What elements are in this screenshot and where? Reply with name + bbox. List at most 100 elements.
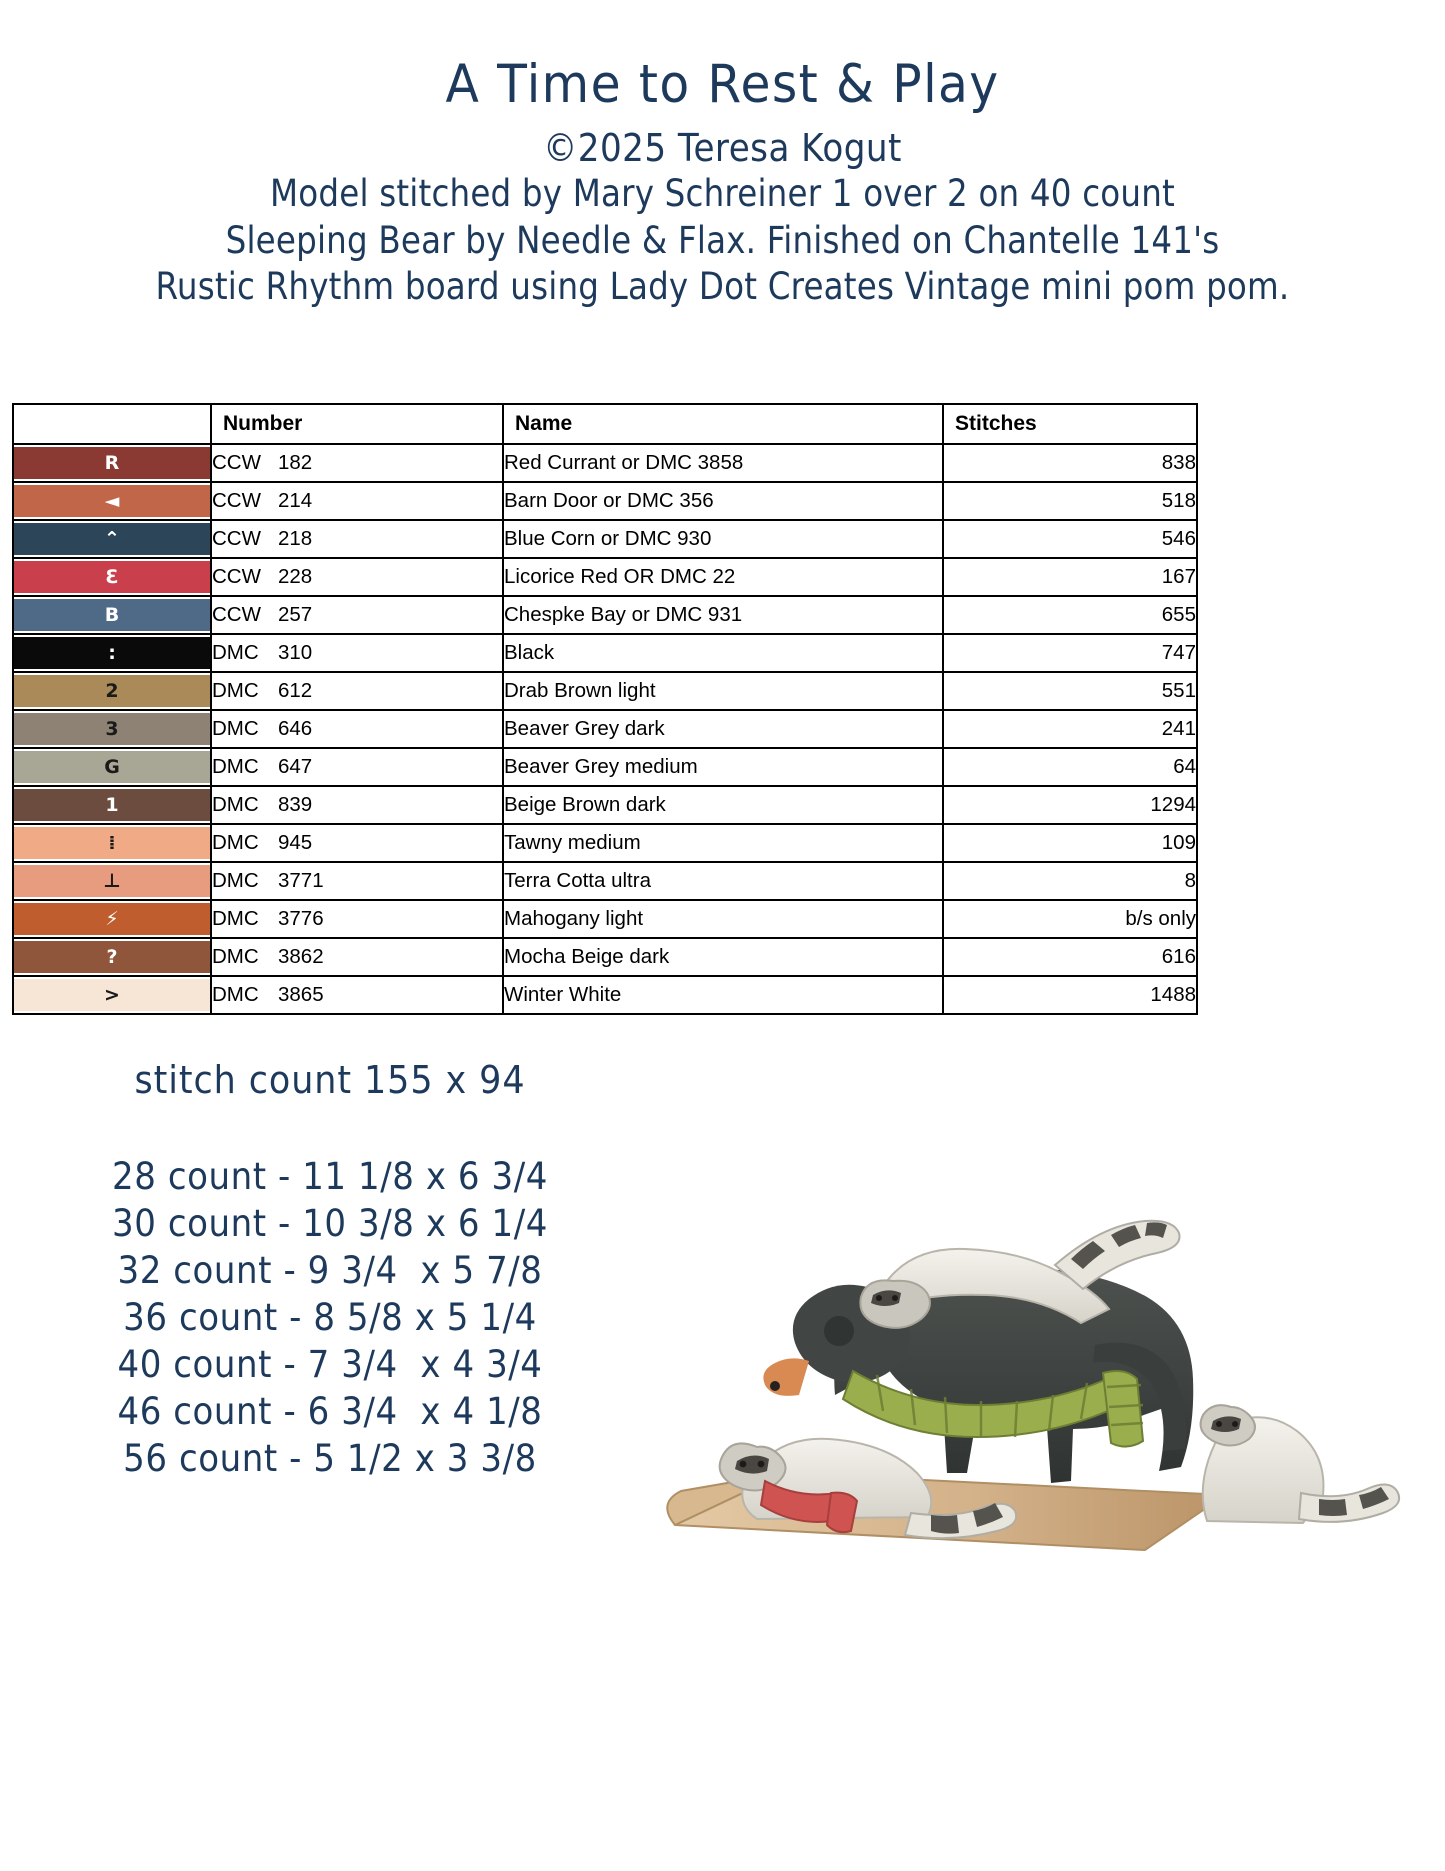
floss-color-swatch-cell: B <box>12 595 212 635</box>
floss-stitches-cell: 1488 <box>942 975 1198 1015</box>
letter-r-symbol: R <box>14 447 210 479</box>
table-row: ? DMC 3862 Mocha Beige dark 616 <box>12 937 1198 977</box>
floss-stitches-cell: 64 <box>942 747 1198 787</box>
floss-name-cell: Blue Corn or DMC 930 <box>502 519 944 559</box>
floss-stitches-cell: b/s only <box>942 899 1198 939</box>
column-header-stitches-label: Stitches <box>955 412 1037 435</box>
floss-color-swatch-cell: 3 <box>12 709 212 749</box>
floss-code: 310 <box>278 641 313 664</box>
floss-code: 257 <box>278 603 313 626</box>
floss-code: 647 <box>278 755 313 778</box>
floss-color-swatch-cell: Ɛ <box>12 557 212 597</box>
fabric-count-line: 46 count - 6 3/4 x 4 1/8 <box>117 1389 543 1433</box>
model-info-line-1: Model stitched by Mary Schreiner 1 over … <box>270 172 1175 216</box>
column-header-symbol <box>12 403 212 445</box>
floss-number-cell: CCW 218 <box>210 519 504 559</box>
floss-legend-table-wrapper: Number Name Stitches R CCW 182 Red Currant … <box>12 403 1198 1015</box>
raccoon-on-bear <box>859 1219 1181 1329</box>
digit-one-symbol: 1 <box>14 789 210 821</box>
floss-color-swatch-cell: ⚡ <box>12 899 212 939</box>
fabric-count-line: 32 count - 9 3/4 x 5 7/8 <box>117 1248 543 1292</box>
table-row: B CCW 257 Chespke Bay or DMC 931 655 <box>12 595 1198 635</box>
greater-than-symbol: > <box>14 979 210 1011</box>
table-row: Ɛ CCW 228 Licorice Red OR DMC 22 167 <box>12 557 1198 597</box>
page-title: A Time to Rest & Play <box>445 54 1000 115</box>
floss-brand: DMC <box>212 717 259 740</box>
floss-stitches-cell: 1294 <box>942 785 1198 825</box>
floss-color-swatch-cell: ⊥ <box>12 861 212 901</box>
copyright-line: ©2025 Teresa Kogut <box>543 126 902 170</box>
left-arrowhead-symbol: ◄ <box>14 485 210 517</box>
floss-number-cell: DMC 945 <box>210 823 504 863</box>
fabric-count-line: 36 count - 8 5/8 x 5 1/4 <box>123 1295 537 1339</box>
tri-spoke-symbol: ⊥ <box>14 865 210 897</box>
floss-table-body: R CCW 182 Red Currant or DMC 3858 838 ◄ CCW 214… <box>12 443 1198 1015</box>
floss-brand: DMC <box>212 945 259 968</box>
floss-color-swatch-cell: 2 <box>12 671 212 711</box>
table-row: ⁞ DMC 945 Tawny medium 109 <box>12 823 1198 863</box>
floss-stitches-cell: 518 <box>942 481 1198 521</box>
table-row: : DMC 310 Black 747 <box>12 633 1198 673</box>
floss-stitches-cell: 546 <box>942 519 1198 559</box>
floss-name-cell: Beige Brown dark <box>502 785 944 825</box>
floss-color-swatch-cell: ? <box>12 937 212 977</box>
lightning-bolt-symbol: ⚡ <box>14 903 210 935</box>
floss-code: 214 <box>278 489 313 512</box>
table-row: > DMC 3865 Winter White 1488 <box>12 975 1198 1015</box>
double-chevron-up-symbol: ⌃ <box>14 523 210 555</box>
floss-stitches-cell: 616 <box>942 937 1198 977</box>
floss-brand: CCW <box>212 603 261 626</box>
floss-code: 228 <box>278 565 313 588</box>
floss-code: 646 <box>278 717 313 740</box>
floss-stitches-cell: 551 <box>942 671 1198 711</box>
floss-number-cell: CCW 182 <box>210 443 504 483</box>
floss-legend-table: Number Name Stitches R CCW 182 Red Currant … <box>12 403 1198 1015</box>
question-mark-symbol: ? <box>14 941 210 973</box>
document-header: A Time to Rest & Play ©2025 Teresa Kogut… <box>0 0 1445 310</box>
floss-name-cell: Barn Door or DMC 356 <box>502 481 944 521</box>
fabric-count-line: 28 count - 11 1/8 x 6 3/4 <box>112 1155 548 1198</box>
floss-brand: CCW <box>212 565 261 588</box>
raccoon-standing-right <box>1199 1404 1401 1525</box>
floss-name-cell: Red Currant or DMC 3858 <box>502 443 944 483</box>
floss-code: 182 <box>278 451 313 474</box>
letter-g-symbol: G <box>14 751 210 783</box>
floss-number-cell: DMC 3862 <box>210 937 504 977</box>
floss-brand: DMC <box>212 869 259 892</box>
column-header-stitches: Stitches <box>942 403 1198 445</box>
fabric-count-line: 56 count - 5 1/2 x 3 3/8 <box>123 1436 537 1480</box>
bear-and-raccoons-illustration <box>625 1095 1425 1575</box>
floss-name-cell: Drab Brown light <box>502 671 944 711</box>
floss-number-cell: DMC 647 <box>210 747 504 787</box>
floss-name-cell: Tawny medium <box>502 823 944 863</box>
column-header-number-label: Number <box>223 412 303 435</box>
floss-brand: DMC <box>212 793 259 816</box>
digit-two-symbol: 2 <box>14 675 210 707</box>
table-row: 3 DMC 646 Beaver Grey dark 241 <box>12 709 1198 749</box>
table-row: ⌃ CCW 218 Blue Corn or DMC 930 546 <box>12 519 1198 559</box>
model-info-line-3: Rustic Rhythm board using Lady Dot Creat… <box>155 264 1290 308</box>
raccoon-with-red-scarf <box>718 1437 1018 1540</box>
floss-number-cell: CCW 257 <box>210 595 504 635</box>
bear-figure <box>763 1266 1194 1483</box>
table-row: 1 DMC 839 Beige Brown dark 1294 <box>12 785 1198 825</box>
bear-nose <box>770 1381 780 1391</box>
digit-three-symbol: 3 <box>14 713 210 745</box>
floss-code: 3862 <box>278 945 324 968</box>
fabric-count-line: 40 count - 7 3/4 x 4 3/4 <box>117 1342 543 1386</box>
floss-name-cell: Chespke Bay or DMC 931 <box>502 595 944 635</box>
column-header-name-label: Name <box>515 412 573 435</box>
two-dots-symbol: : <box>14 637 210 669</box>
floss-code: 839 <box>278 793 313 816</box>
table-row: R CCW 182 Red Currant or DMC 3858 838 <box>12 443 1198 483</box>
floss-color-swatch-cell: 1 <box>12 785 212 825</box>
floss-code: 945 <box>278 831 313 854</box>
floss-color-swatch-cell: ⌃ <box>12 519 212 559</box>
floss-color-swatch-cell: ◄ <box>12 481 212 521</box>
floss-stitches-cell: 241 <box>942 709 1198 749</box>
floss-number-cell: DMC 3771 <box>210 861 504 901</box>
green-plaid-scarf <box>841 1369 1145 1448</box>
floss-stitches-cell: 8 <box>942 861 1198 901</box>
floss-brand: CCW <box>212 489 261 512</box>
floss-number-cell: DMC 646 <box>210 709 504 749</box>
